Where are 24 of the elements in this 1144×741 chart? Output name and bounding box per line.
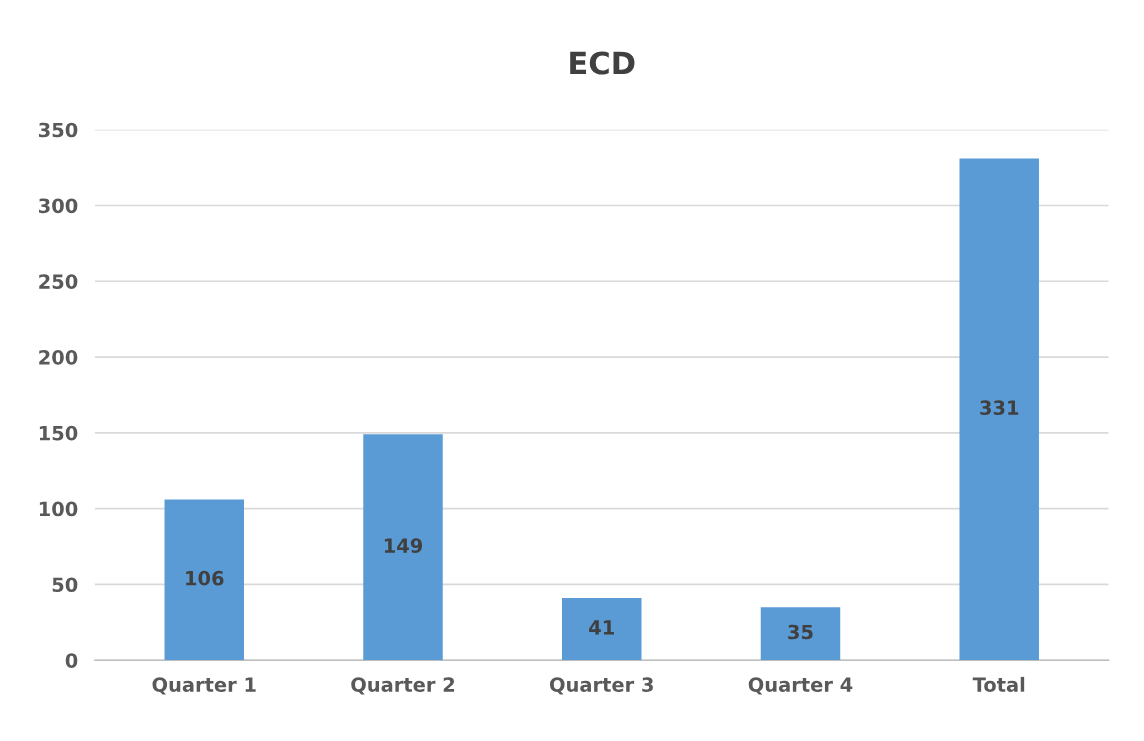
y-tick-label: 0 bbox=[65, 653, 78, 668]
y-tick-label: 200 bbox=[39, 350, 78, 365]
y-tick-label: 300 bbox=[39, 198, 78, 214]
x-tick-label: Quarter 1 bbox=[152, 677, 256, 695]
x-tick-label: Quarter 2 bbox=[351, 677, 455, 695]
data-label: 331 bbox=[980, 400, 1019, 415]
x-tick-label: Total bbox=[972, 676, 1025, 692]
y-tick-label: 100 bbox=[39, 501, 78, 517]
y-tick-label: 150 bbox=[39, 425, 78, 441]
bar bbox=[562, 598, 642, 661]
data-label: 35 bbox=[788, 624, 813, 640]
y-tick-label: 50 bbox=[52, 577, 78, 593]
bar bbox=[959, 158, 1039, 661]
data-label: 41 bbox=[589, 620, 614, 635]
bar bbox=[760, 607, 841, 661]
data-label: 149 bbox=[384, 538, 423, 553]
y-tick-label: 350 bbox=[39, 122, 78, 138]
y-tick-label: 250 bbox=[39, 274, 78, 289]
x-tick-label: Quarter 3 bbox=[549, 677, 653, 695]
chart-title: ECD bbox=[570, 51, 635, 75]
data-label: 106 bbox=[186, 570, 224, 586]
bar bbox=[164, 499, 245, 661]
x-tick-label: Quarter 4 bbox=[748, 677, 853, 695]
bar bbox=[363, 434, 443, 661]
